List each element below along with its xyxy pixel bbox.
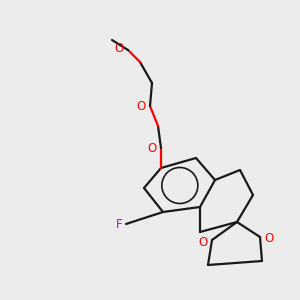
Text: O: O [264, 232, 274, 245]
Text: O: O [198, 236, 208, 248]
Text: O: O [136, 100, 146, 112]
Text: F: F [116, 218, 122, 232]
Text: O: O [147, 142, 157, 155]
Text: O: O [114, 41, 124, 55]
